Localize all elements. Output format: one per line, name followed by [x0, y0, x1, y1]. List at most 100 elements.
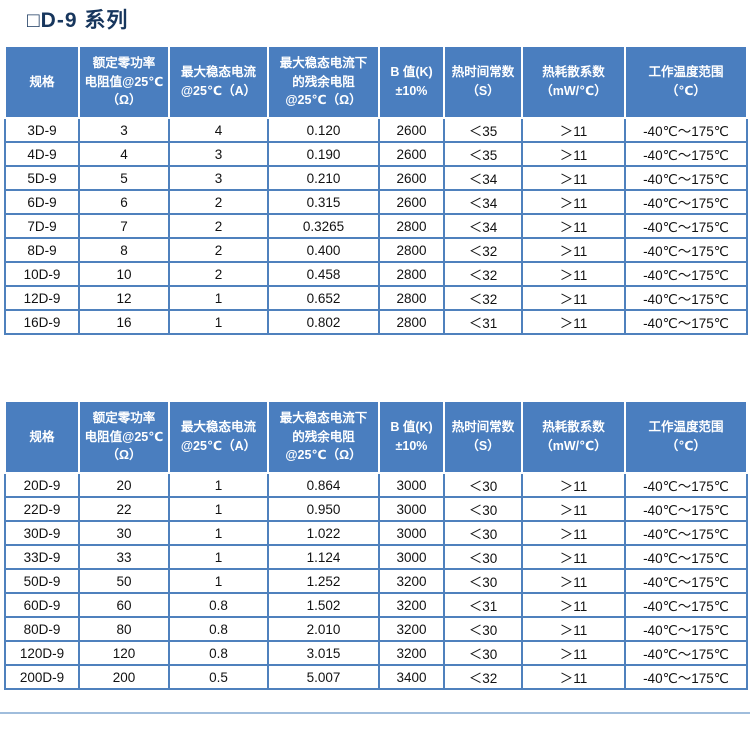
cell-dissipation: ＞11 [521, 189, 626, 215]
cell-spec: 12D-9 [4, 285, 80, 311]
table-row: 60D-9 60 0.8 1.502 3200 ＜31 ＞11 -40℃～175… [4, 592, 748, 618]
bottom-divider [0, 712, 750, 714]
cell-time-constant: ＜30 [443, 472, 523, 498]
table-header-cell: 热时间常数 （S） [443, 400, 523, 474]
cell-residual-res: 0.802 [267, 309, 380, 335]
cell-residual-res: 0.950 [267, 496, 380, 522]
table-row: 80D-9 80 0.8 2.010 3200 ＜30 ＞11 -40℃～175… [4, 616, 748, 642]
cell-resistance: 16 [78, 309, 170, 335]
cell-residual-res: 0.315 [267, 189, 380, 215]
cell-time-constant: ＜30 [443, 616, 523, 642]
cell-resistance: 200 [78, 664, 170, 690]
cell-b-value: 3400 [378, 664, 445, 690]
cell-b-value: 3000 [378, 544, 445, 570]
cell-resistance: 33 [78, 544, 170, 570]
cell-spec: 8D-9 [4, 237, 80, 263]
table-row: 200D-9 200 0.5 5.007 3400 ＜32 ＞11 -40℃～1… [4, 664, 748, 690]
cell-max-current: 2 [168, 213, 269, 239]
table-row: 16D-9 16 1 0.802 2800 ＜31 ＞11 -40℃～175℃ [4, 309, 748, 335]
cell-residual-res: 1.502 [267, 592, 380, 618]
cell-temp-range: -40℃～175℃ [624, 285, 748, 311]
cell-dissipation: ＞11 [521, 472, 626, 498]
cell-max-current: 2 [168, 189, 269, 215]
table-header-cell: 额定零功率 电阻值@25℃ （Ω） [78, 400, 170, 474]
cell-spec: 80D-9 [4, 616, 80, 642]
table-row: 50D-9 50 1 1.252 3200 ＜30 ＞11 -40℃～175℃ [4, 568, 748, 594]
cell-temp-range: -40℃～175℃ [624, 568, 748, 594]
cell-dissipation: ＞11 [521, 309, 626, 335]
table-row: 7D-9 7 2 0.3265 2800 ＜34 ＞11 -40℃～175℃ [4, 213, 748, 239]
table-header-cell: 额定零功率 电阻值@25℃ （Ω） [78, 45, 170, 119]
cell-time-constant: ＜35 [443, 141, 523, 167]
cell-max-current: 4 [168, 117, 269, 143]
table-2-body: 20D-9 20 1 0.864 3000 ＜30 ＞11 -40℃～175℃ … [4, 472, 748, 690]
table-2-header: 规格 额定零功率 电阻值@25℃ （Ω） 最大稳态电流 @25℃（A） 最大稳态… [4, 400, 748, 474]
cell-spec: 16D-9 [4, 309, 80, 335]
cell-max-current: 1 [168, 309, 269, 335]
table-row: 12D-9 12 1 0.652 2800 ＜32 ＞11 -40℃～175℃ [4, 285, 748, 311]
cell-resistance: 50 [78, 568, 170, 594]
cell-residual-res: 0.210 [267, 165, 380, 191]
table-header-cell: 热时间常数 （S） [443, 45, 523, 119]
cell-max-current: 3 [168, 141, 269, 167]
cell-time-constant: ＜34 [443, 189, 523, 215]
cell-spec: 60D-9 [4, 592, 80, 618]
cell-temp-range: -40℃～175℃ [624, 520, 748, 546]
cell-b-value: 3200 [378, 592, 445, 618]
cell-dissipation: ＞11 [521, 592, 626, 618]
cell-spec: 3D-9 [4, 117, 80, 143]
table-header-cell: 规格 [4, 45, 80, 119]
table-1-body: 3D-9 3 4 0.120 2600 ＜35 ＞11 -40℃～175℃ 4D… [4, 117, 748, 335]
cell-time-constant: ＜34 [443, 165, 523, 191]
cell-temp-range: -40℃～175℃ [624, 664, 748, 690]
cell-dissipation: ＞11 [521, 165, 626, 191]
cell-residual-res: 3.015 [267, 640, 380, 666]
cell-max-current: 1 [168, 472, 269, 498]
cell-max-current: 2 [168, 237, 269, 263]
table-row: 22D-9 22 1 0.950 3000 ＜30 ＞11 -40℃～175℃ [4, 496, 748, 522]
cell-time-constant: ＜32 [443, 261, 523, 287]
table-header-cell: 热耗散系数 （mW/℃） [521, 45, 626, 119]
table-row: 3D-9 3 4 0.120 2600 ＜35 ＞11 -40℃～175℃ [4, 117, 748, 143]
table-row: 6D-9 6 2 0.315 2600 ＜34 ＞11 -40℃～175℃ [4, 189, 748, 215]
cell-spec: 20D-9 [4, 472, 80, 498]
cell-dissipation: ＞11 [521, 664, 626, 690]
cell-b-value: 2600 [378, 165, 445, 191]
cell-spec: 5D-9 [4, 165, 80, 191]
cell-residual-res: 0.652 [267, 285, 380, 311]
cell-max-current: 0.8 [168, 640, 269, 666]
cell-b-value: 2800 [378, 285, 445, 311]
table-header-cell: 规格 [4, 400, 80, 474]
table-header-cell: 工作温度范围 （℃） [624, 45, 748, 119]
cell-time-constant: ＜30 [443, 496, 523, 522]
cell-temp-range: -40℃～175℃ [624, 261, 748, 287]
cell-resistance: 12 [78, 285, 170, 311]
cell-temp-range: -40℃～175℃ [624, 640, 748, 666]
cell-b-value: 2800 [378, 309, 445, 335]
table-header-cell: 热耗散系数 （mW/℃） [521, 400, 626, 474]
cell-dissipation: ＞11 [521, 261, 626, 287]
cell-residual-res: 1.124 [267, 544, 380, 570]
table-header-cell: 最大稳态电流 @25℃（A） [168, 400, 269, 474]
cell-resistance: 8 [78, 237, 170, 263]
cell-resistance: 5 [78, 165, 170, 191]
cell-b-value: 2800 [378, 261, 445, 287]
cell-temp-range: -40℃～175℃ [624, 496, 748, 522]
cell-max-current: 1 [168, 285, 269, 311]
cell-temp-range: -40℃～175℃ [624, 165, 748, 191]
cell-time-constant: ＜34 [443, 213, 523, 239]
cell-time-constant: ＜31 [443, 309, 523, 335]
cell-temp-range: -40℃～175℃ [624, 592, 748, 618]
cell-time-constant: ＜32 [443, 237, 523, 263]
table-row: 10D-9 10 2 0.458 2800 ＜32 ＞11 -40℃～175℃ [4, 261, 748, 287]
cell-b-value: 2600 [378, 117, 445, 143]
cell-time-constant: ＜30 [443, 568, 523, 594]
table-header-cell: B 值(K) ±10% [378, 400, 445, 474]
cell-spec: 200D-9 [4, 664, 80, 690]
cell-residual-res: 1.252 [267, 568, 380, 594]
cell-max-current: 1 [168, 568, 269, 594]
cell-max-current: 0.5 [168, 664, 269, 690]
cell-b-value: 3000 [378, 472, 445, 498]
cell-b-value: 2600 [378, 141, 445, 167]
cell-b-value: 2800 [378, 213, 445, 239]
